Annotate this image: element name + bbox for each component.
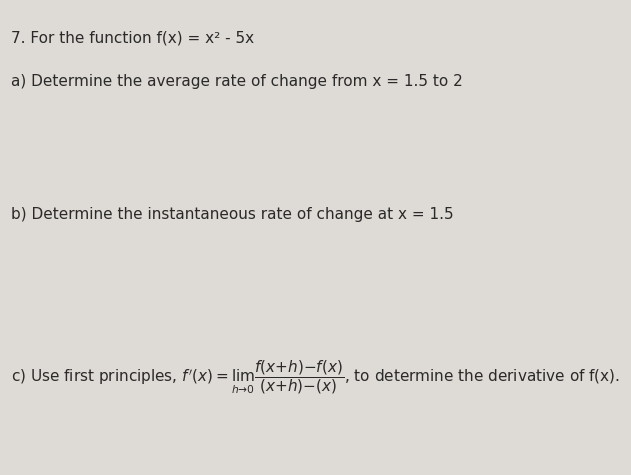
Text: b) Determine the instantaneous rate of change at x = 1.5: b) Determine the instantaneous rate of c… — [11, 207, 454, 222]
Text: a) Determine the average rate of change from x = 1.5 to 2: a) Determine the average rate of change … — [11, 74, 463, 89]
Text: 7. For the function f(x) = x² - 5x: 7. For the function f(x) = x² - 5x — [11, 31, 254, 46]
Text: c) Use first principles, $f'(x) = \lim_{h \to 0} \dfrac{f(x+h)-f(x)}{(x+h)-(x)}$: c) Use first principles, $f'(x) = \lim_{… — [11, 359, 620, 397]
